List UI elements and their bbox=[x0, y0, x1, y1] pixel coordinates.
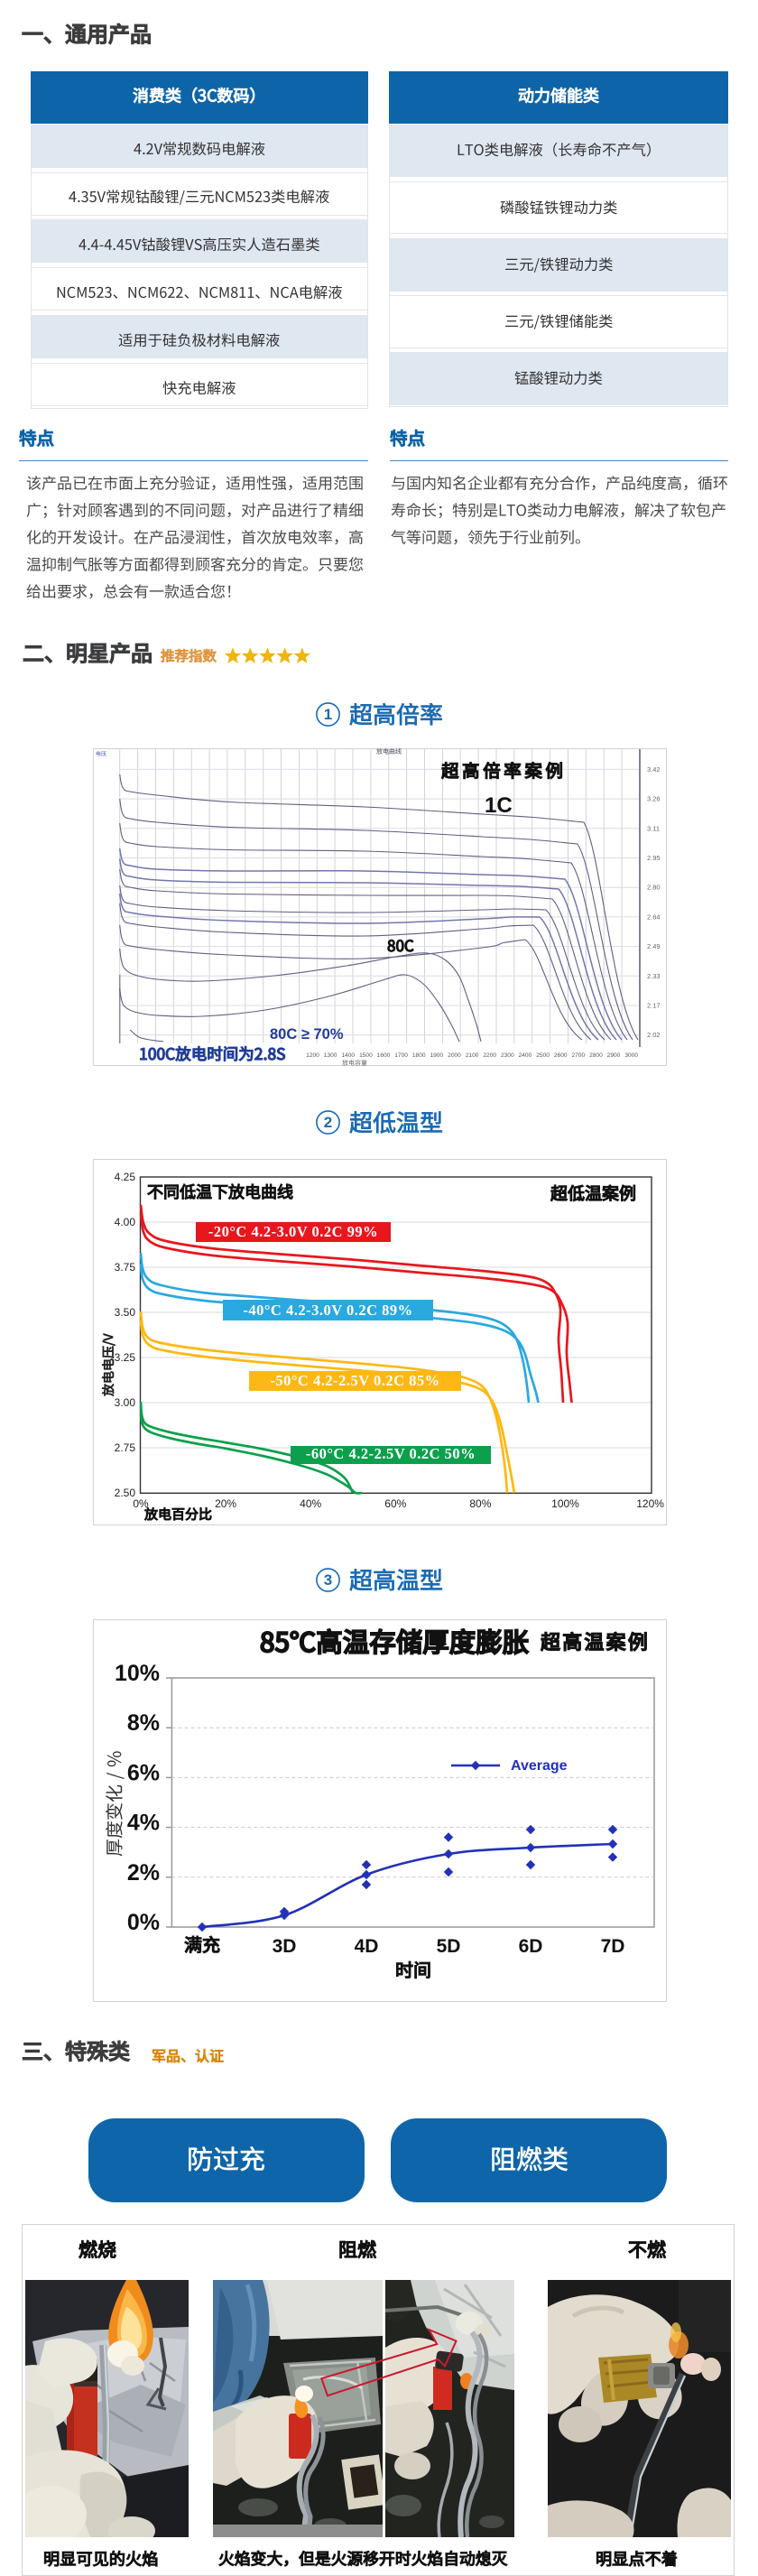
svg-text:1800: 1800 bbox=[412, 1052, 426, 1059]
svg-text:4.25: 4.25 bbox=[115, 1171, 136, 1183]
svg-text:6%: 6% bbox=[127, 1760, 160, 1785]
svg-text:6D: 6D bbox=[519, 1936, 543, 1957]
svg-text:1500: 1500 bbox=[359, 1052, 373, 1059]
svg-text:10%: 10% bbox=[115, 1661, 160, 1686]
svg-text:0%: 0% bbox=[127, 1910, 160, 1935]
svg-text:2: 2 bbox=[323, 1114, 331, 1131]
svg-text:100%: 100% bbox=[551, 1497, 579, 1510]
svg-text:2500: 2500 bbox=[536, 1052, 550, 1059]
svg-text:4D: 4D bbox=[355, 1936, 379, 1957]
svg-text:2800: 2800 bbox=[589, 1052, 603, 1059]
svg-text:40%: 40% bbox=[300, 1497, 321, 1510]
svg-text:2900: 2900 bbox=[607, 1052, 621, 1059]
svg-text:-60°C 4.2-2.5V 0.2C 50%: -60°C 4.2-2.5V 0.2C 50% bbox=[306, 1445, 476, 1462]
svg-text:120%: 120% bbox=[636, 1497, 664, 1510]
svg-text:4%: 4% bbox=[127, 1811, 160, 1836]
svg-text:3.75: 3.75 bbox=[115, 1261, 136, 1274]
svg-text:-50°C 4.2-2.5V 0.2C 85%: -50°C 4.2-2.5V 0.2C 85% bbox=[270, 1372, 439, 1389]
svg-text:2300: 2300 bbox=[501, 1052, 514, 1059]
svg-text:3.25: 3.25 bbox=[115, 1351, 136, 1364]
svg-text:2.02: 2.02 bbox=[647, 1031, 661, 1039]
svg-text:2.50: 2.50 bbox=[115, 1487, 136, 1499]
svg-text:2200: 2200 bbox=[483, 1052, 496, 1059]
svg-text:2.75: 2.75 bbox=[115, 1441, 136, 1454]
svg-text:3.50: 3.50 bbox=[115, 1306, 136, 1319]
svg-text:3.00: 3.00 bbox=[115, 1396, 136, 1409]
svg-text:1200: 1200 bbox=[306, 1052, 319, 1059]
svg-text:2.49: 2.49 bbox=[647, 942, 661, 950]
svg-text:2000: 2000 bbox=[448, 1052, 461, 1059]
svg-text:20%: 20% bbox=[215, 1497, 236, 1510]
svg-text:60%: 60% bbox=[384, 1497, 406, 1510]
svg-text:2600: 2600 bbox=[554, 1052, 568, 1059]
svg-text:8%: 8% bbox=[127, 1710, 160, 1736]
svg-text:2100: 2100 bbox=[466, 1052, 479, 1059]
svg-text:7D: 7D bbox=[601, 1936, 625, 1957]
svg-text:0%: 0% bbox=[133, 1497, 149, 1510]
svg-text:1700: 1700 bbox=[394, 1052, 408, 1059]
svg-text:2.33: 2.33 bbox=[647, 972, 661, 980]
svg-text:1C: 1C bbox=[485, 793, 513, 818]
svg-text:5D: 5D bbox=[437, 1936, 461, 1957]
svg-text:4.00: 4.00 bbox=[115, 1216, 136, 1228]
svg-text:1: 1 bbox=[323, 706, 331, 723]
svg-text:2700: 2700 bbox=[571, 1052, 585, 1059]
svg-text:1900: 1900 bbox=[430, 1052, 443, 1059]
svg-text:1600: 1600 bbox=[377, 1052, 391, 1059]
svg-text:-40°C 4.2-3.0V 0.2C 89%: -40°C 4.2-3.0V 0.2C 89% bbox=[243, 1302, 412, 1319]
svg-text:2%: 2% bbox=[127, 1860, 160, 1886]
svg-text:1300: 1300 bbox=[324, 1052, 337, 1059]
svg-text:-20°C 4.2-3.0V 0.2C 99%: -20°C 4.2-3.0V 0.2C 99% bbox=[208, 1223, 378, 1240]
svg-text:3.11: 3.11 bbox=[647, 824, 660, 832]
svg-text:3.42: 3.42 bbox=[647, 765, 661, 774]
svg-text:1400: 1400 bbox=[341, 1052, 355, 1059]
svg-text:2.17: 2.17 bbox=[647, 1002, 661, 1010]
svg-text:2.95: 2.95 bbox=[647, 854, 661, 862]
svg-text:2400: 2400 bbox=[519, 1052, 532, 1059]
svg-text:3.26: 3.26 bbox=[647, 795, 661, 803]
svg-text:80%: 80% bbox=[469, 1497, 491, 1510]
svg-text:80C ≥ 70%: 80C ≥ 70% bbox=[270, 1026, 344, 1042]
svg-text:3000: 3000 bbox=[624, 1052, 638, 1059]
svg-text:2.80: 2.80 bbox=[647, 884, 661, 892]
svg-text:3D: 3D bbox=[273, 1936, 297, 1957]
svg-text:Average: Average bbox=[511, 1758, 568, 1774]
svg-text:2.64: 2.64 bbox=[647, 913, 661, 921]
svg-text:3: 3 bbox=[323, 1571, 331, 1589]
